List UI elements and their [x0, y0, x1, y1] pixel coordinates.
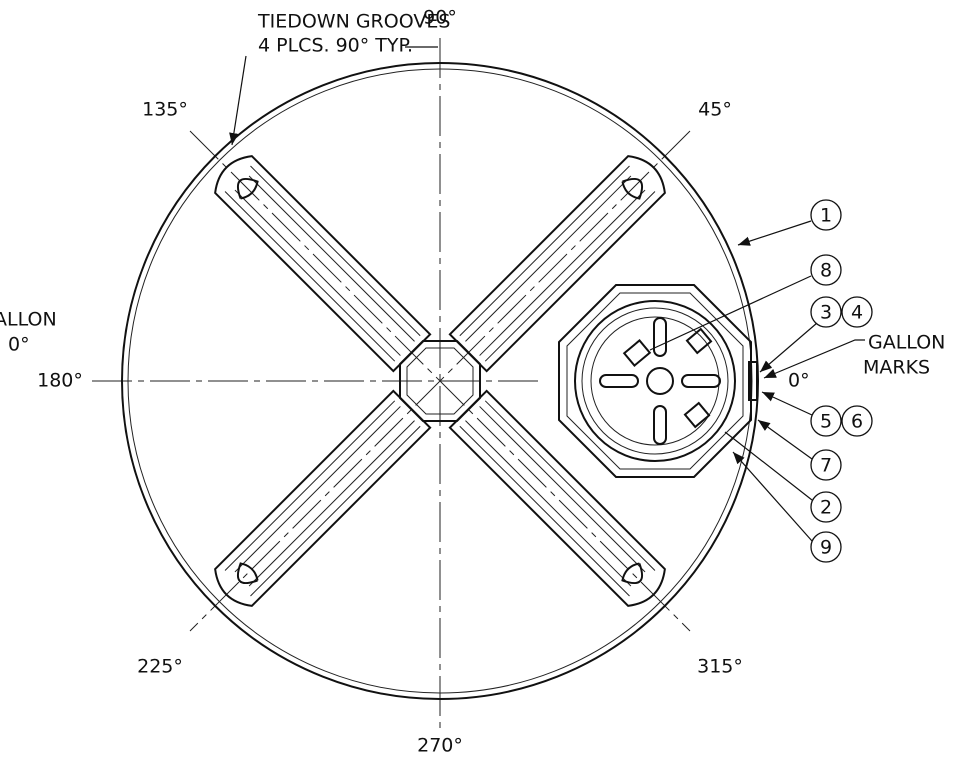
leader — [738, 221, 811, 245]
angle-label: 225° — [137, 656, 183, 678]
angle-label: 270° — [417, 735, 463, 757]
balloon-number: 3 — [820, 302, 832, 324]
note: ALLON — [0, 309, 57, 331]
balloon-number: 2 — [820, 497, 832, 519]
note: 0° — [788, 370, 810, 392]
fitting — [559, 285, 757, 477]
note: GALLON — [868, 332, 945, 354]
balloon-number: 1 — [820, 205, 832, 227]
balloon-number: 8 — [820, 260, 832, 282]
balloon-number: 4 — [851, 302, 863, 324]
angle-label: 45° — [698, 99, 732, 121]
note: MARKS — [863, 357, 930, 379]
angle-label: 180° — [37, 370, 83, 392]
leader — [758, 420, 812, 459]
note: TIEDOWN GROOVES — [257, 11, 450, 33]
note: 4 PLCS. 90° TYP. — [258, 35, 413, 57]
angle-label: 315° — [697, 656, 743, 678]
leader — [762, 392, 812, 415]
note: 0° — [8, 334, 30, 356]
leader — [760, 323, 817, 372]
leader — [764, 340, 865, 378]
drawing: TIEDOWN GROOVES 4 PLCS. 90° TYP. ALLON 0… — [0, 0, 972, 761]
angle-label: 90° — [423, 7, 457, 29]
leader — [650, 276, 811, 350]
balloon-number: 7 — [820, 455, 832, 477]
angle-label: 135° — [142, 99, 188, 121]
leader — [733, 452, 812, 541]
balloon-number: 9 — [820, 537, 832, 559]
balloon-number: 5 — [820, 411, 832, 433]
balloon-number: 6 — [851, 411, 863, 433]
